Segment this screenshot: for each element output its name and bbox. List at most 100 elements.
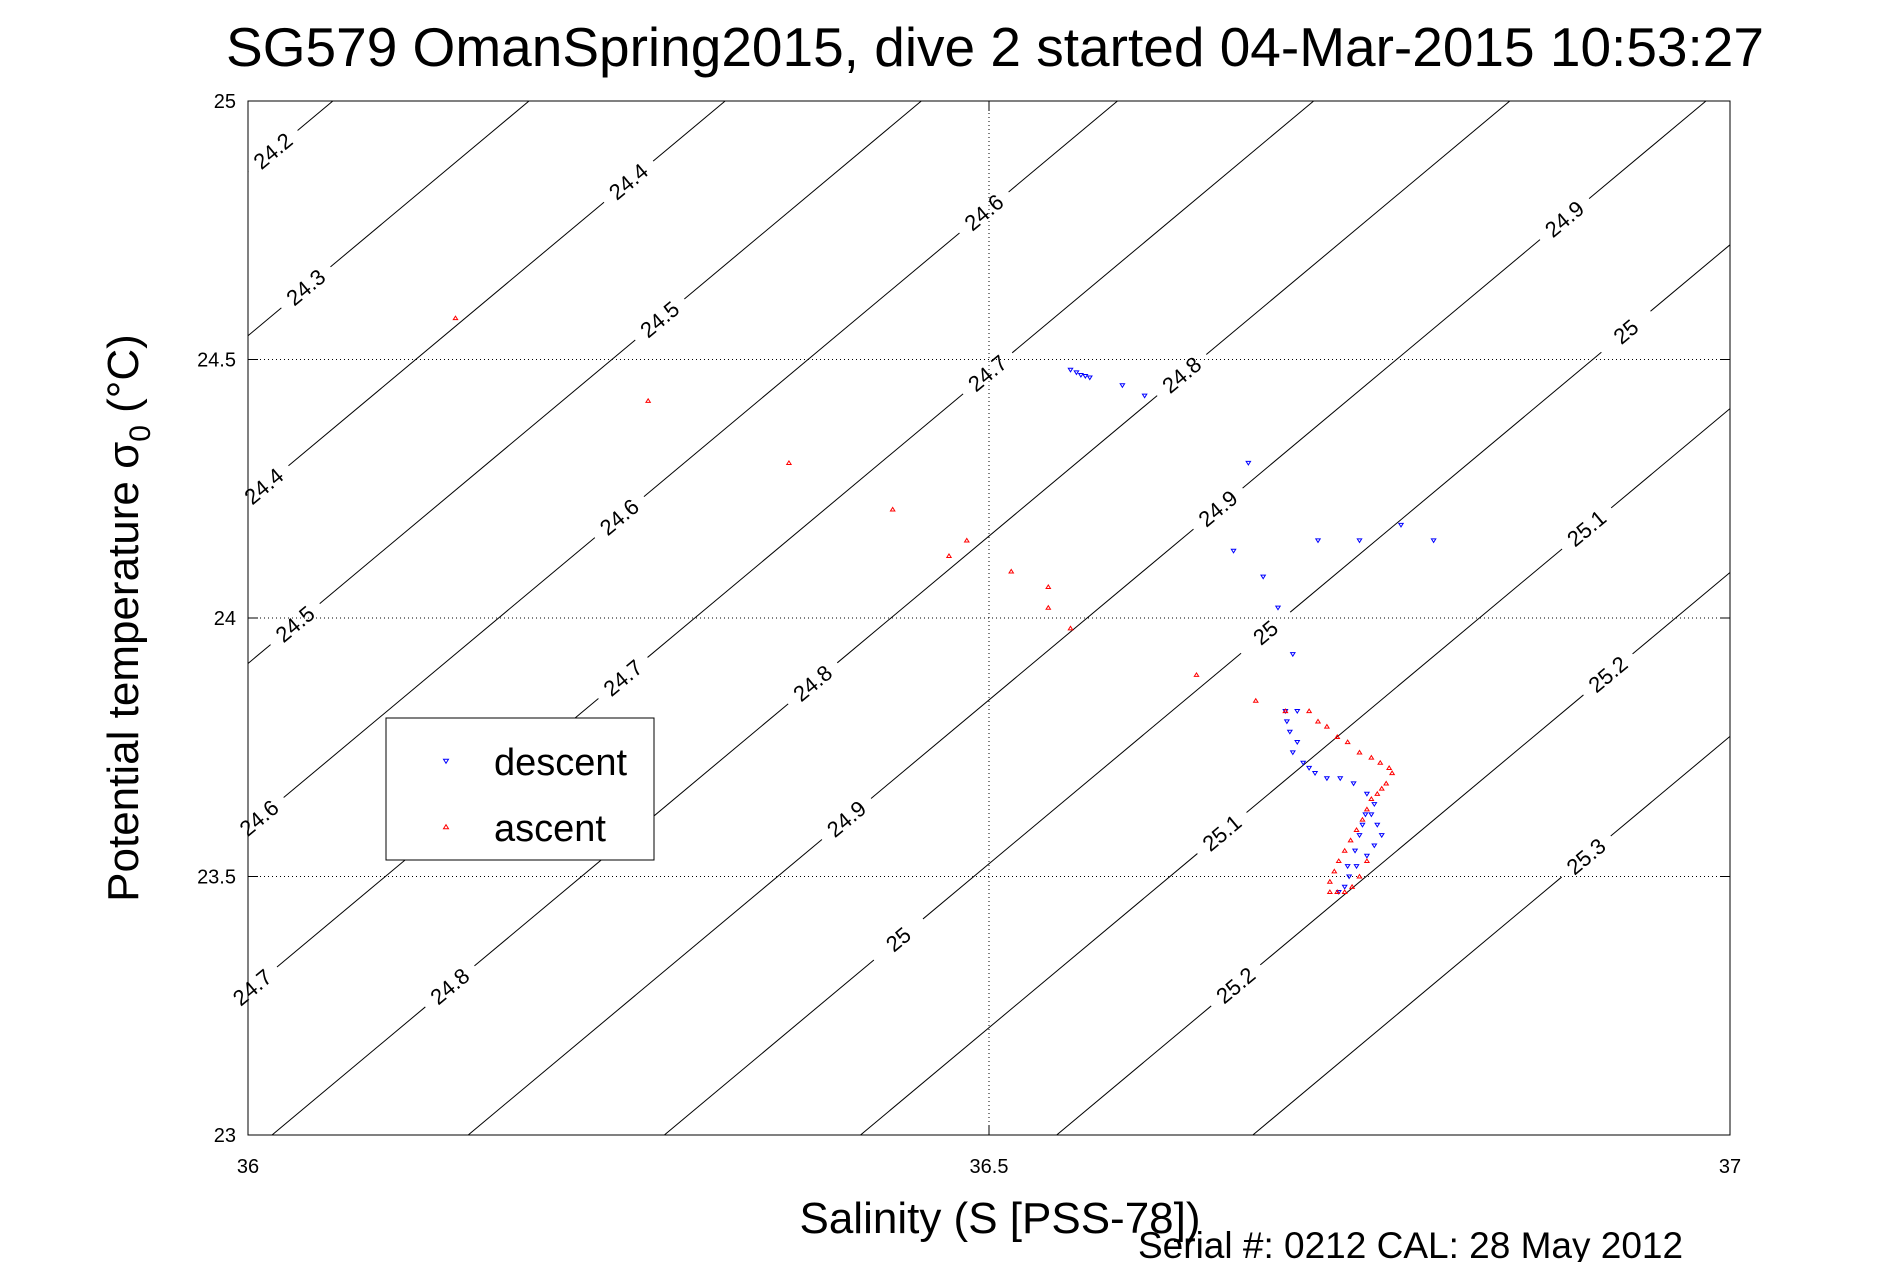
isopycnal-line [684,101,922,300]
contour-label: 24.5 [635,296,684,343]
legend-marker-ascent [442,823,450,830]
contour-label: 24.6 [595,494,644,541]
isopycnal-line [1008,101,1118,193]
contour-label: 24.6 [235,795,284,842]
x-tick-label: 37 [1719,1156,1741,1178]
ascent-point [1008,568,1015,574]
ascent-point [1374,790,1381,796]
ascent-point [1252,697,1259,703]
isopycnal-line [1632,572,1730,655]
ascent-point [1383,780,1390,786]
ascent-point [1356,873,1363,879]
x-axis-label: Salinity (S [PSS-78]) [799,1194,1200,1243]
y-axis-label-subscript: 0 [124,425,157,442]
ascent-point [1359,816,1366,822]
ascent-point [1356,749,1363,755]
descent-point [1350,781,1357,787]
isopycnal-line [1650,244,1730,312]
grid-lines [248,101,1730,1135]
descent-point [1141,393,1148,399]
contour-label: 25 [1609,314,1644,349]
ascent-point [963,537,970,543]
descent-point [1430,538,1437,544]
ascent-point [1341,847,1348,853]
contour-label: 25 [1248,615,1283,650]
ascent-point [1326,878,1333,884]
y-tick-label: 24.5 [197,350,236,372]
contour-label: 25.2 [1211,962,1260,1009]
isopycnal-line [860,853,1198,1135]
x-tick-label: 36.5 [970,1156,1009,1178]
descent-point [1300,760,1307,766]
y-tick-label: 25 [214,91,236,113]
contour-labels: 24.2 24.3 24.4 24.4 24.5 24.5 24.6 24.6 24.6 24.7… [228,128,1643,1011]
y-axis-label-main: Potential temperature σ [99,442,148,902]
descent-point [1311,771,1319,777]
contour-label: 25.1 [1198,810,1247,857]
descent-point [1073,370,1080,376]
y-tick-label: 24 [214,608,236,630]
ascent-point [1323,723,1330,729]
ascent-point [1368,796,1375,801]
descent-point [1363,853,1371,859]
contour-label: 24.3 [281,264,330,311]
isopycnal-line [288,201,605,467]
contour-label: 25.1 [1562,505,1611,552]
descent-point [1378,833,1385,839]
isopycnal-line [319,339,636,604]
isopycnal-line [467,839,823,1135]
contour-label: 24.4 [239,463,288,510]
descent-point [1344,864,1351,870]
isopycnal-line [1242,239,1541,489]
contour-label: 24.9 [1194,485,1243,532]
legend-box [385,717,655,861]
contour-label: 24.2 [249,128,298,175]
contour-label: 24.8 [1157,352,1206,399]
ascent-point [1341,889,1348,895]
descent-point [1067,367,1074,373]
x-tick-label: 36 [237,1156,259,1178]
contour-label: 25.3 [1562,833,1611,880]
ascent-point [1353,827,1360,833]
isopycnal-line [643,232,960,497]
descent-point [1371,802,1378,808]
descent-point [1306,765,1313,771]
serial-cal-footer: Serial #: 0212 CAL: 28 May 2012 [1138,1225,1683,1262]
contour-label: 24.6 [960,189,1009,236]
ascent-point [1331,868,1338,874]
descent-point [1119,383,1126,389]
ascent-point [1363,858,1371,864]
y-axis-label: Potential temperature σ0 (°C) [99,334,157,902]
ascent-point [1386,765,1393,770]
axis-ticks: 36 36.5 37 23 23.5 24 24.5 25 [197,91,1741,1178]
isopycnal-line [297,101,334,131]
descent-point [1289,750,1296,756]
ascent-point [1368,754,1375,760]
isopycnal-line [870,528,1194,799]
contour-label: 25.2 [1584,651,1633,698]
isopycnal-line [1205,101,1511,355]
legend-marker-descent [442,758,450,765]
isopycnal-line [248,307,282,337]
ascent-point [1282,708,1289,714]
isopycnal-line [283,537,596,798]
ascent-point [785,459,793,465]
ascent-point [1348,883,1356,889]
descent-point [1374,822,1381,828]
contour-label: 24.7 [599,655,648,702]
contour-label: 24.9 [1540,196,1589,243]
ascent-point [1326,889,1333,895]
legend-label-descent: descent [494,742,628,784]
ascent-point [1334,733,1341,739]
ascent-point [1045,584,1052,590]
ascent-point [645,397,652,403]
descent-point [1397,522,1405,528]
descent-point [1245,460,1252,466]
descent-point [1274,605,1282,611]
descent-point [1356,538,1363,544]
ascent-point [1314,718,1322,724]
isopycnal-line [271,1006,426,1135]
contour-label: 24.9 [822,796,871,843]
descent-point [1371,843,1378,849]
